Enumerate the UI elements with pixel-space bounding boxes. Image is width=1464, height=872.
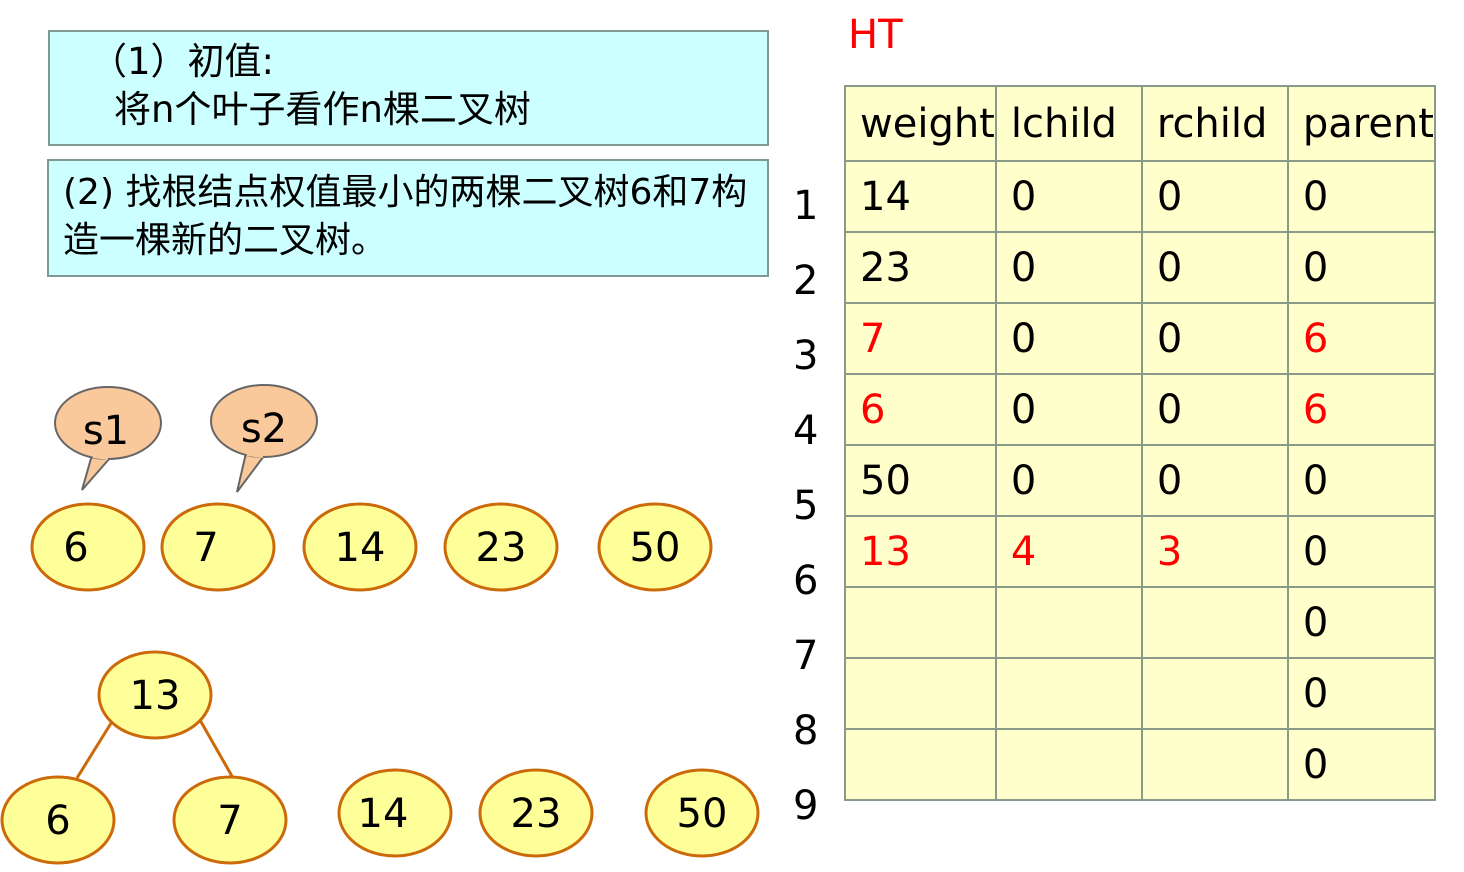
cell-lchild: 0 [994,373,1143,446]
node-label: 14 [335,525,386,571]
row-number: 1 [793,183,819,229]
cell-rchild [1140,586,1289,659]
cell-weight [844,657,997,730]
cell-lchild: 0 [994,444,1143,517]
cell-rchild: 0 [1140,444,1289,517]
header-lchild: lchild [994,85,1143,162]
cell-parent: 0 [1286,160,1437,233]
tree-edge-left [75,719,115,779]
node-other: 50 [644,768,760,858]
cell-weight: 14 [844,160,997,233]
cell-rchild: 3 [1140,515,1289,588]
node-other: 23 [478,768,594,858]
table-row: 13 4 3 0 [844,515,1437,588]
node-label: 7 [193,525,218,571]
table-row: 50 0 0 0 [844,444,1437,517]
cell-rchild: 0 [1140,231,1289,304]
callout-s2-label: s2 [241,406,287,452]
cell-rchild: 0 [1140,373,1289,446]
cell-parent: 0 [1286,728,1437,801]
table-row: 14 0 0 0 [844,160,1437,233]
node-14: 14 [302,502,418,592]
cell-weight: 6 [844,373,997,446]
cell-lchild: 0 [994,160,1143,233]
node-50: 50 [597,502,713,592]
callout-s2: s2 [210,384,318,493]
row-number: 9 [793,783,819,829]
row-number: 5 [793,483,819,529]
step1-title: （1）初值: [90,40,275,83]
tree-13 [75,719,235,779]
table-row: 23 0 0 0 [844,231,1437,304]
node-label: 6 [63,525,88,571]
cell-lchild: 0 [994,302,1143,375]
table-row: 0 [844,728,1437,801]
step1-desc: 将n个叶子看作n棵二叉树 [114,88,531,131]
cell-parent: 0 [1286,515,1437,588]
cell-weight [844,586,997,659]
node-label: 50 [677,791,728,837]
tree-edge-right [198,719,235,779]
cell-lchild: 0 [994,231,1143,304]
cell-parent: 0 [1286,231,1437,304]
row-number: 7 [793,633,819,679]
cell-rchild [1140,657,1289,730]
table-header: weight lchild rchild parent [844,85,1437,162]
table-title: HT [848,12,903,58]
row-number: 6 [793,558,819,604]
node-7: 7 [160,502,276,592]
node-label: 7 [217,798,242,844]
cell-parent: 0 [1286,586,1437,659]
row-number: 4 [793,408,819,454]
node-other: 14 [337,768,453,858]
cell-parent: 6 [1286,373,1437,446]
header-parent: parent [1286,85,1437,162]
cell-lchild [994,657,1143,730]
cell-weight: 13 [844,515,997,588]
step2-text: (2) 找根结点权值最小的两棵二叉树6和7构造一棵新的二叉树。 [63,172,748,261]
node-23: 23 [443,502,559,592]
cell-parent: 0 [1286,444,1437,517]
cell-weight: 7 [844,302,997,375]
table-row: 0 [844,586,1437,659]
node-right: 7 [172,775,288,865]
cell-weight [844,728,997,801]
cell-weight: 50 [844,444,997,517]
cell-lchild: 4 [994,515,1143,588]
cell-lchild [994,586,1143,659]
node-root: 13 [97,650,213,740]
node-label: 23 [476,525,527,571]
node-label: 13 [130,673,181,719]
cell-rchild [1140,728,1289,801]
step2-box: (2) 找根结点权值最小的两棵二叉树6和7构造一棵新的二叉树。 [47,159,769,277]
forest-diagram: s1 s2 6 7 14 23 50 13 6 7 14 23 50 [0,384,760,865]
row-number: 3 [793,333,819,379]
cell-weight: 23 [844,231,997,304]
cell-rchild: 0 [1140,302,1289,375]
cell-lchild [994,728,1143,801]
node-label: 6 [45,798,70,844]
row-number: 8 [793,708,819,754]
step1-box: （1）初值: 将n个叶子看作n棵二叉树 [48,30,769,146]
node-label: 50 [630,525,681,571]
node-6: 6 [30,502,146,592]
header-rchild: rchild [1140,85,1289,162]
node-label: 14 [358,791,409,837]
node-left: 6 [0,775,116,865]
cell-rchild: 0 [1140,160,1289,233]
header-weight: weight [844,85,997,162]
callout-s1: s1 [54,386,162,491]
node-label: 23 [511,791,562,837]
ht-table: weight lchild rchild parent 14 0 0 0 23 0 0 0 7 0 0 6 6 0… [844,85,1437,801]
cell-parent: 0 [1286,657,1437,730]
row-number: 2 [793,258,819,304]
table-row: 0 [844,657,1437,730]
callout-s1-label: s1 [83,408,129,454]
cell-parent: 6 [1286,302,1437,375]
